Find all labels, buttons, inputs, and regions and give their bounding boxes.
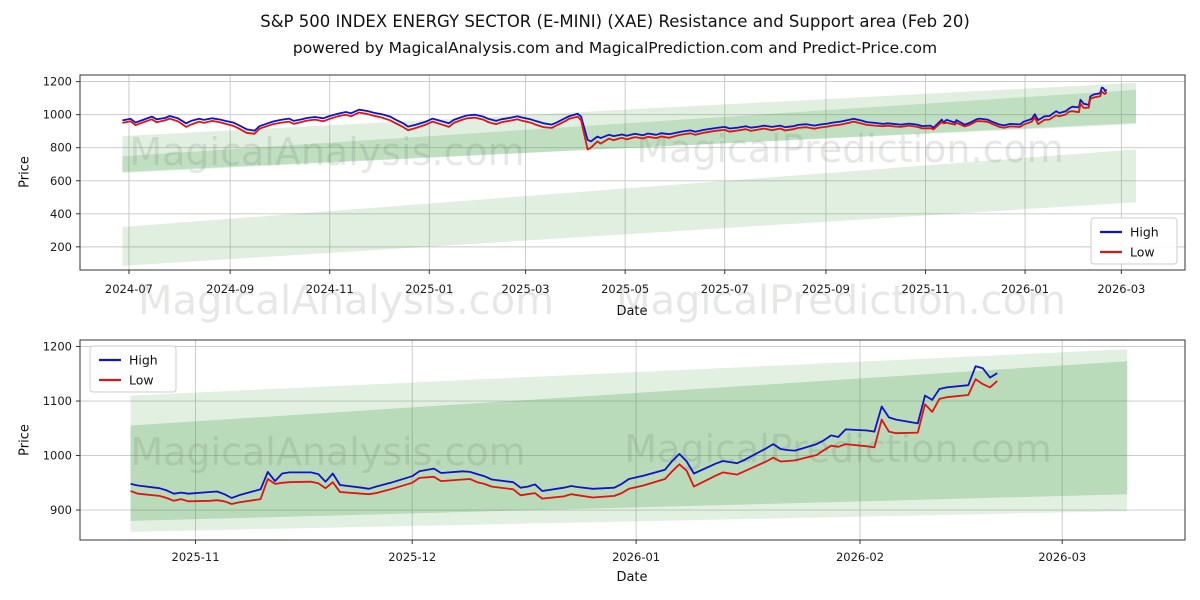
chart-0: MagicalAnalysis.com MagicalPrediction.com… — [43, 74, 1186, 296]
support-resistance-bands — [122, 82, 1137, 266]
x-tick-label: 2024-11 — [306, 282, 354, 296]
y-tick-label: 400 — [50, 207, 72, 221]
band-polygon — [122, 89, 1137, 173]
x-tick-label: 2026-01 — [1001, 282, 1049, 296]
y-tick-label: 600 — [50, 174, 72, 188]
watermark-text: MagicalPrediction.com — [636, 127, 1064, 171]
legend-label-low: Low — [129, 373, 154, 388]
tick-marks — [76, 81, 1122, 274]
y-tick-label: 800 — [50, 141, 72, 155]
band-polygon — [122, 149, 1137, 266]
watermark-text: MagicalPrediction.com — [616, 278, 1066, 324]
x-tick-label: 2025-05 — [601, 282, 649, 296]
watermark-text: MagicalAnalysis.com — [130, 430, 525, 474]
y-tick-label: 900 — [50, 503, 72, 517]
chart-subtitle: powered by MagicalAnalysis.com and Magic… — [292, 39, 938, 57]
x-tick-label: 2025-07 — [701, 282, 749, 296]
y-tick-label: 1200 — [43, 340, 72, 354]
chart-1: MagicalAnalysis.com MagicalPrediction.com… — [43, 339, 1186, 564]
x-tick-label: 2026-01 — [612, 550, 660, 564]
x-tick-label: 2025-12 — [388, 550, 436, 564]
gridlines — [80, 75, 1185, 270]
x-tick-label: 2024-07 — [105, 282, 153, 296]
gridlines — [80, 340, 1185, 540]
x-tick-label: 2024-09 — [206, 282, 254, 296]
x-tick-label: 2025-11 — [901, 282, 949, 296]
y-tick-label: 200 — [50, 240, 72, 254]
y-tick-label: 1100 — [43, 394, 72, 408]
y-tick-label: 1000 — [43, 449, 72, 463]
series-line-high — [122, 86, 1108, 143]
x-tick-label: 2025-11 — [172, 550, 220, 564]
series-line-low — [130, 378, 998, 505]
x-axis-label-top: Date — [616, 304, 648, 319]
legend: High Low — [89, 345, 177, 393]
x-tick-label: 2025-01 — [405, 282, 453, 296]
watermark-text: MagicalAnalysis.com — [129, 130, 524, 174]
series-line-low — [122, 90, 1108, 151]
legend: High Low — [1090, 217, 1178, 265]
y-tick-label: 1000 — [43, 108, 72, 122]
band-polygon — [130, 361, 1128, 521]
series-line-high — [130, 365, 998, 499]
x-axis-label-bottom: Date — [616, 570, 648, 585]
tick-marks — [76, 346, 1063, 544]
y-tick-label: 1200 — [43, 75, 72, 89]
legend-label-high: High — [129, 353, 158, 368]
x-tick-label: 2026-02 — [836, 550, 884, 564]
x-tick-label: 2025-09 — [802, 282, 850, 296]
x-tick-label: 2026-03 — [1038, 550, 1086, 564]
band-polygon — [122, 82, 1137, 172]
watermark-text: MagicalAnalysis.com — [138, 278, 554, 324]
chart-title: S&P 500 INDEX ENERGY SECTOR (E-MINI) (XA… — [260, 12, 970, 31]
plot-border — [79, 339, 1186, 541]
plot-border — [79, 74, 1186, 271]
watermark-text: MagicalPrediction.com — [624, 427, 1052, 471]
x-tick-label: 2026-03 — [1097, 282, 1145, 296]
legend-label-high: High — [1130, 225, 1159, 240]
x-tick-label: 2025-03 — [502, 282, 550, 296]
legend-label-low: Low — [1130, 245, 1155, 260]
